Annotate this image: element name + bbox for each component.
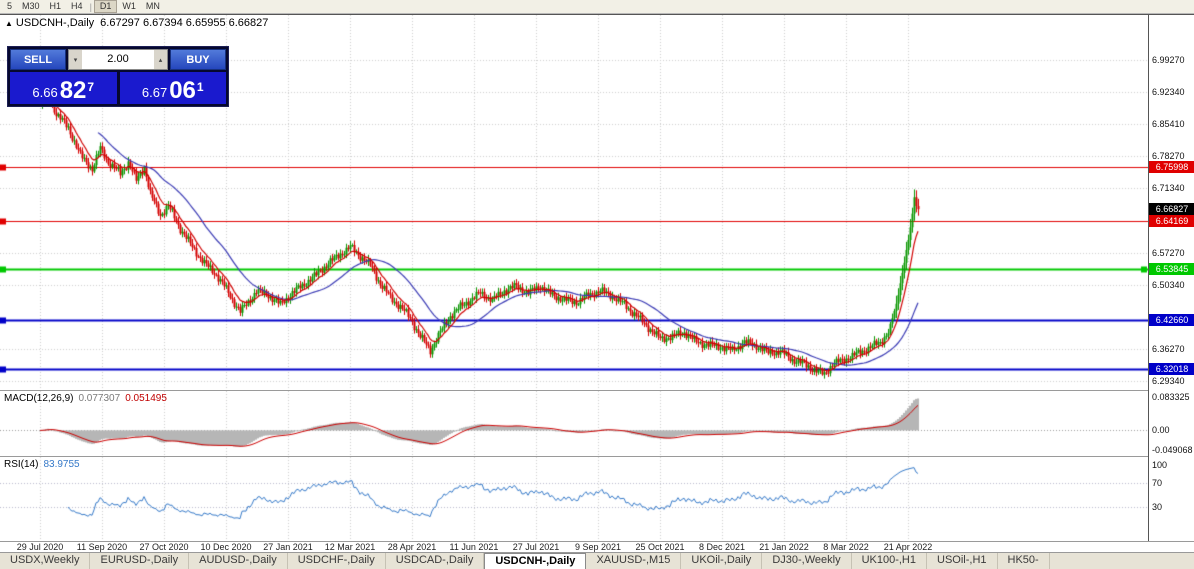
chart-tab-xauusd-m15[interactable]: XAUUSD-,M15 xyxy=(586,553,682,569)
one-click-trading-panel: SELL ▾ 2.00 ▴ BUY 6.66 82 7 6.67 06 1 xyxy=(7,46,229,107)
date-axis-label: 10 Dec 2020 xyxy=(200,542,252,552)
date-axis-label: 28 Apr 2021 xyxy=(387,542,437,552)
rsi-axis-label: 30 xyxy=(1152,502,1163,512)
date-axis-label: 27 Jan 2021 xyxy=(263,542,313,552)
price-axis-label: 6.57270 xyxy=(1152,247,1185,258)
date-axis-label: 29 Jul 2020 xyxy=(16,542,64,552)
sell-button[interactable]: SELL xyxy=(10,49,66,70)
chart-symbol-label: USDCNH-,Daily xyxy=(15,17,95,29)
date-axis-label: 11 Jun 2021 xyxy=(449,542,499,552)
chart-ohlc-values: 6.67297 6.67394 6.65955 6.66827 xyxy=(100,17,269,29)
price-axis-label: 6.29340 xyxy=(1152,376,1185,386)
timeframe-button-h4[interactable]: H4 xyxy=(71,1,83,11)
panel-collapse-icon[interactable]: ▲ xyxy=(5,19,13,28)
price-level-tag: 6.66827 xyxy=(1149,202,1194,215)
date-axis-label: 27 Oct 2020 xyxy=(139,542,189,552)
date-axis-label: 11 Sep 2020 xyxy=(76,542,128,552)
chart-frame: ▲ USDCNH-,Daily 6.67297 6.67394 6.65955 6.… xyxy=(0,14,1194,553)
date-axis-label: 12 Mar 2021 xyxy=(324,542,376,552)
time-axis-splitter xyxy=(0,541,1194,542)
chart-tab-uk100-h1[interactable]: UK100-,H1 xyxy=(852,553,927,569)
price-level-tag: 6.75998 xyxy=(1149,160,1194,173)
price-level-tag: 6.53845 xyxy=(1149,262,1194,275)
macd-axis-label: -0.049068 xyxy=(1152,445,1193,456)
volume-value[interactable]: 2.00 xyxy=(107,53,129,65)
timeframe-toolbar: 5 M30 H1 H4 | D1 W1 MN xyxy=(0,0,1194,14)
timeframe-button-5[interactable]: 5 xyxy=(7,1,13,11)
pane-splitter[interactable] xyxy=(0,456,1194,457)
sell-price-display[interactable]: 6.66 82 7 xyxy=(10,72,117,104)
chart-tab-usdchf-daily[interactable]: USDCHF-,Daily xyxy=(288,553,386,569)
macd-signal-value: 0.051495 xyxy=(125,393,167,404)
date-axis-label: 21 Apr 2022 xyxy=(883,542,933,552)
timeframe-button-w1[interactable]: W1 xyxy=(122,1,136,11)
macd-indicator-canvas[interactable] xyxy=(0,391,1148,456)
chart-tab-bar: USDX,Weekly EURUSD-,Daily AUDUSD-,Daily USD… xyxy=(0,552,1194,569)
buy-price-display[interactable]: 6.67 06 1 xyxy=(119,72,226,104)
chart-tab-dj30-weekly[interactable]: DJ30-,Weekly xyxy=(762,553,852,569)
volume-increase-button[interactable]: ▴ xyxy=(154,50,167,69)
toolbar-separator: | xyxy=(89,1,92,12)
price-axis-label: 6.50340 xyxy=(1152,279,1185,290)
price-axis-label: 6.78270 xyxy=(1152,151,1185,162)
price-axis-label: 6.99270 xyxy=(1152,54,1185,65)
macd-axis-label: 0.00 xyxy=(1152,425,1170,436)
date-axis-label: 8 Dec 2021 xyxy=(698,542,746,552)
price-level-tag: 6.42660 xyxy=(1149,313,1194,326)
macd-label: MACD(12,26,9) 0.077307 0.051495 xyxy=(4,393,167,404)
rsi-label: RSI(14) 83.9755 xyxy=(4,459,80,470)
chart-tab-hk50[interactable]: HK50- xyxy=(998,553,1050,569)
date-axis-label: 25 Oct 2021 xyxy=(635,542,685,552)
date-axis-label: 21 Jan 2022 xyxy=(759,542,809,552)
pane-splitter[interactable] xyxy=(0,390,1194,391)
chart-tab-usdx-weekly[interactable]: USDX,Weekly xyxy=(0,553,91,569)
date-axis-label: 8 Mar 2022 xyxy=(823,542,869,552)
rsi-axis-label: 100 xyxy=(1152,460,1168,470)
price-axis-label: 6.92340 xyxy=(1152,86,1185,97)
chart-header: ▲ USDCNH-,Daily 6.67297 6.67394 6.65955 6.… xyxy=(5,17,268,29)
timeframe-button-h1[interactable]: H1 xyxy=(49,1,62,11)
volume-control: ▾ 2.00 ▴ xyxy=(68,49,168,70)
chart-tab-ukoil-daily[interactable]: UKOil-,Daily xyxy=(681,553,763,569)
date-axis-label: 9 Sep 2021 xyxy=(574,542,622,552)
rsi-axis-label: 70 xyxy=(1152,478,1163,488)
timeframe-button-mn[interactable]: MN xyxy=(145,1,160,11)
price-level-tag: 6.32018 xyxy=(1149,362,1194,375)
time-axis[interactable]: 29 Jul 2020 11 Sep 2020 27 Oct 2020 10 Dec … xyxy=(0,542,1148,553)
macd-axis-label: 0.083325 xyxy=(1152,391,1190,402)
rsi-indicator-canvas[interactable] xyxy=(0,457,1148,541)
chart-tab-usoil-h1[interactable]: USOil-,H1 xyxy=(927,553,998,569)
price-axis-label: 6.36270 xyxy=(1152,344,1185,355)
timeframe-button-m30[interactable]: M30 xyxy=(22,1,40,11)
price-axis[interactable]: 6.99270 6.92340 6.85410 6.78270 6.71340 6.572… xyxy=(1148,15,1194,541)
chart-tab-eurusd-daily[interactable]: EURUSD-,Daily xyxy=(90,553,190,569)
rsi-value: 83.9755 xyxy=(43,459,80,470)
date-axis-label: 27 Jul 2021 xyxy=(512,542,560,552)
chart-tab-usdcad-daily[interactable]: USDCAD-,Daily xyxy=(386,553,485,569)
price-axis-label: 6.85410 xyxy=(1152,118,1185,129)
volume-decrease-button[interactable]: ▾ xyxy=(69,50,82,69)
price-axis-label: 6.71340 xyxy=(1152,183,1185,194)
price-level-tag: 6.64169 xyxy=(1149,215,1194,228)
macd-main-value: 0.077307 xyxy=(78,393,121,404)
timeframe-button-d1[interactable]: D1 xyxy=(93,0,118,13)
chart-tab-usdcnh-daily[interactable]: USDCNH-,Daily xyxy=(484,553,587,569)
buy-button[interactable]: BUY xyxy=(170,49,226,70)
chart-tab-audusd-daily[interactable]: AUDUSD-,Daily xyxy=(189,553,288,569)
